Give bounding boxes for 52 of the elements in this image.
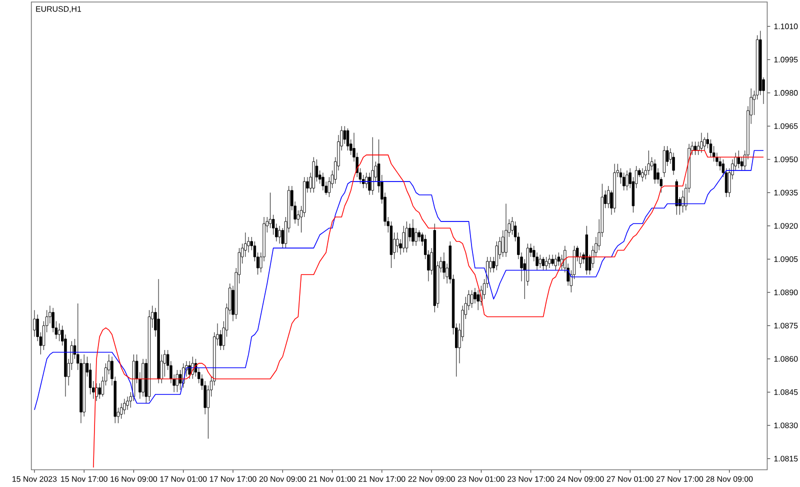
- candlestick: [412, 219, 414, 246]
- candlestick: [681, 190, 684, 214]
- candlestick: [538, 254, 542, 268]
- candlestick: [442, 252, 446, 280]
- candlestick: [619, 168, 622, 184]
- candlestick: [470, 290, 474, 308]
- candlestick: [613, 164, 616, 214]
- candlestick: [268, 192, 272, 229]
- candlestick: [312, 157, 316, 194]
- candlestick: [58, 323, 61, 342]
- candlestick: [551, 254, 554, 266]
- candlestick: [33, 310, 36, 338]
- candlestick: [504, 204, 508, 258]
- candlestick: [716, 152, 718, 166]
- candlestick: [414, 228, 418, 246]
- candlestick: [52, 308, 54, 333]
- candlestick: [142, 358, 144, 398]
- candlestick: [502, 230, 504, 258]
- candlestick: [622, 172, 626, 191]
- candlestick: [532, 246, 536, 262]
- candlestick: [641, 168, 644, 182]
- candlestick: [247, 236, 250, 253]
- candlestick: [36, 314, 39, 342]
- candlestick: [368, 172, 371, 196]
- candlestick: [278, 226, 281, 244]
- candlestick: [188, 361, 191, 380]
- candlestick: [148, 310, 151, 402]
- candlestick: [157, 279, 160, 384]
- candlestick: [718, 157, 722, 171]
- candlestick: [244, 232, 247, 258]
- candlestick: [322, 172, 324, 191]
- candlestick: [476, 290, 480, 311]
- candlestick: [371, 137, 374, 196]
- candlestick: [626, 170, 628, 191]
- candlestick: [536, 252, 538, 271]
- candlestick: [88, 363, 92, 395]
- candlestick: [126, 396, 129, 410]
- candlestick: [706, 132, 710, 149]
- candlestick: [405, 221, 408, 253]
- candlestick: [756, 35, 759, 100]
- candlestick: [474, 288, 476, 304]
- candlestick: [396, 232, 399, 253]
- candlestick: [703, 137, 706, 151]
- candlestick: [700, 132, 703, 154]
- candlestick: [324, 181, 328, 196]
- candlestick: [548, 254, 551, 268]
- candlestick: [402, 226, 405, 253]
- candlestick: [647, 150, 650, 176]
- candlestick: [467, 290, 470, 311]
- candlestick: [672, 152, 675, 176]
- candlestick: [48, 306, 52, 324]
- candlestick: [585, 226, 588, 276]
